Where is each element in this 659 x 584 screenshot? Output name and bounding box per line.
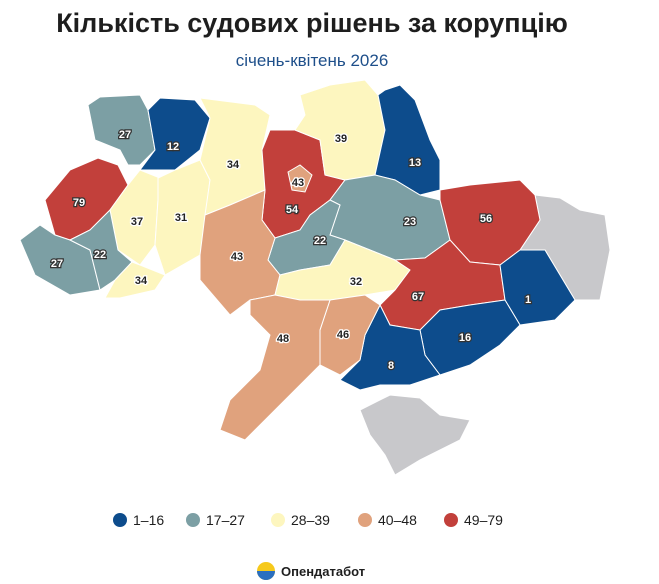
region-label: 79 (73, 197, 85, 209)
region (87, 94, 156, 166)
occupied-region (359, 394, 471, 476)
legend-label: 49–79 (464, 512, 503, 528)
region-label: 22 (314, 235, 326, 247)
region-label: 32 (350, 276, 362, 288)
region-label: 31 (175, 212, 187, 224)
legend-label: 1–16 (133, 512, 164, 528)
source-logo: Опендатабот (257, 562, 365, 580)
legend-swatch (271, 513, 285, 527)
region-label: 13 (409, 157, 421, 169)
region-label: 16 (459, 332, 471, 344)
region-label: 27 (51, 258, 63, 270)
region-label: 34 (227, 159, 240, 171)
region (287, 164, 313, 193)
legend-label: 40–48 (378, 512, 417, 528)
legend-swatch (186, 513, 200, 527)
region-label: 56 (480, 213, 492, 225)
region (139, 97, 211, 171)
region-label: 34 (135, 275, 148, 287)
region (374, 84, 441, 196)
region-label: 8 (388, 360, 394, 372)
region-label: 46 (337, 329, 349, 341)
region-label: 1 (525, 294, 531, 306)
region-label: 23 (404, 216, 416, 228)
region-label: 67 (412, 291, 424, 303)
region-label: 12 (167, 141, 179, 153)
region-label: 37 (131, 216, 143, 228)
region-label: 27 (119, 129, 131, 141)
region (219, 294, 331, 441)
region-label: 22 (94, 249, 106, 261)
source: Опендатабот (281, 564, 365, 579)
region-label: 48 (277, 333, 289, 345)
legend-swatch (113, 513, 127, 527)
logo-half (257, 571, 275, 580)
region-label: 39 (335, 133, 347, 145)
legend-label: 17–27 (206, 512, 245, 528)
chart-title: Кількість судових рішень за корупцію (56, 8, 568, 38)
legend-swatch (444, 513, 458, 527)
region-label: 43 (231, 251, 243, 263)
chart-subtitle: січень-квітень 2026 (236, 51, 389, 70)
region (104, 261, 166, 299)
region-label: 54 (286, 204, 299, 216)
legend-swatch (358, 513, 372, 527)
legend-label: 28–39 (291, 512, 330, 528)
region-label: 43 (292, 177, 304, 189)
